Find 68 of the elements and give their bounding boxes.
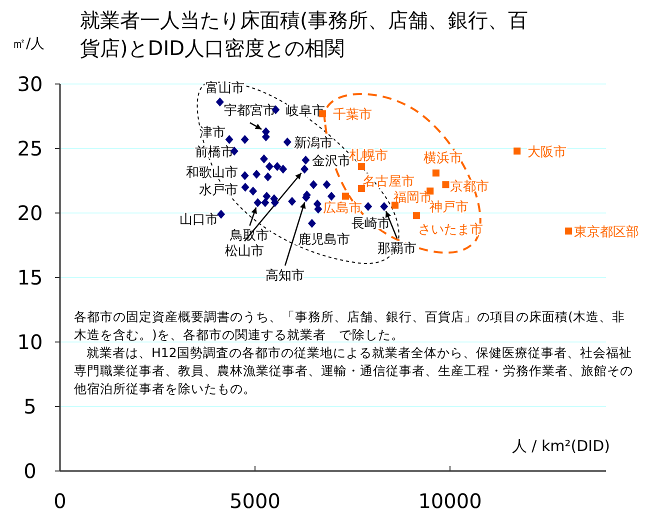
point [514, 148, 521, 155]
point [432, 170, 440, 177]
point [565, 228, 572, 235]
point [300, 164, 309, 174]
annotation: 京都市 [450, 180, 490, 195]
point [273, 162, 282, 172]
y-tick-label: 0 [24, 459, 36, 483]
point [249, 186, 258, 196]
y-tick-label: 15 [17, 266, 43, 290]
annotation: 高知市 [266, 268, 305, 284]
point [225, 134, 234, 144]
annotation: 札幌市 [348, 148, 388, 164]
y-tick-label: 25 [17, 136, 43, 160]
annotation: 前橋市 [194, 145, 234, 160]
y-tick-label: 10 [17, 330, 43, 354]
point [241, 182, 250, 192]
point [288, 196, 296, 206]
x-tick-label: 0 [54, 489, 66, 513]
annotation: 山口市 [180, 212, 219, 228]
y-tick-label: 30 [17, 72, 43, 96]
point [442, 181, 450, 188]
point [260, 154, 268, 164]
point [261, 198, 270, 208]
point [302, 156, 310, 165]
annotation: 津市 [199, 125, 226, 140]
annotation: 長崎市 [352, 216, 391, 232]
point [380, 202, 388, 212]
y-tick-label: 20 [17, 201, 43, 225]
annotation: 松山市 [225, 244, 264, 260]
point [327, 192, 336, 201]
annotation: 就業者は、H12国勢調査の各都市の従業地による就業者全体から、保健医療従事者、社会福祉専門職業従事者、教員、農林漁業従事者、運輸・通信従事者、生産工程・労務作業者、旅館その他宿泊所従事者を除いたもの。 [74, 344, 634, 398]
annotation: 水戸市 [198, 183, 238, 198]
annotation: 神戸市 [430, 200, 469, 216]
annotation: 千葉市 [332, 108, 372, 123]
point [217, 210, 226, 219]
point [240, 134, 249, 144]
point [216, 98, 224, 107]
point [310, 180, 318, 190]
point [322, 180, 331, 190]
point [358, 163, 365, 170]
annotation: 那覇市 [378, 242, 417, 257]
point [252, 170, 261, 179]
point [342, 192, 349, 200]
point [279, 164, 288, 174]
y-tick-label: 5 [24, 394, 36, 418]
annotation: 広島市 [322, 200, 362, 216]
point [412, 212, 420, 220]
annotation: 名古屋市 [362, 174, 414, 190]
annotation: 富山市 [205, 80, 244, 96]
y-axis-title: ㎡/人 [12, 36, 45, 52]
annotation: 各都市の固定資産概要調書のうち、「事務所、店舗、銀行、百貨店」の項目の床面積(木造、非木造を含む。)を、各都市の関連する就業者 で除した。 [74, 308, 626, 344]
x-tick-label: 10000 [418, 489, 482, 513]
annotation: 大阪市 [528, 145, 567, 160]
annotation: 鹿児島市 [298, 232, 350, 248]
x-tick-label: 5000 [230, 489, 280, 513]
point [283, 138, 292, 147]
point [265, 162, 274, 172]
point [364, 202, 372, 212]
annotation: 和歌山市 [186, 166, 238, 181]
point [264, 172, 272, 182]
point [308, 218, 316, 228]
x-axis-title: 人 / km²(DID) [512, 437, 610, 455]
point [262, 192, 271, 201]
annotation: さいたま市 [418, 222, 483, 238]
annotation: 東京都区部 [574, 225, 640, 240]
point [240, 171, 249, 180]
point [254, 198, 262, 208]
chart-title: 就業者一人当たり床面積(事務所、店舗、銀行、百貨店)とDID人口密度との相関 [80, 7, 529, 62]
